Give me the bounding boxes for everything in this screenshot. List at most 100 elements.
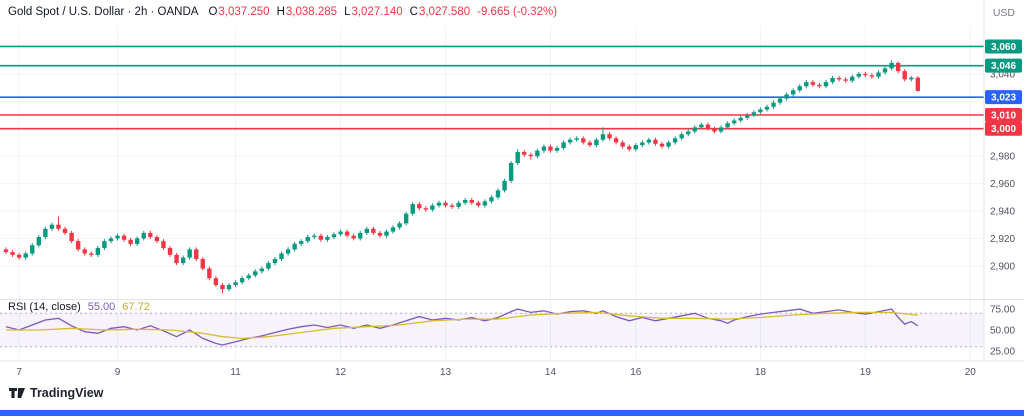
rsi-tick-label: 50.00 xyxy=(990,326,1015,337)
time-tick-label: 18 xyxy=(755,367,767,378)
candle-body xyxy=(456,202,461,207)
candle-body xyxy=(246,275,251,279)
candle-body xyxy=(390,227,396,232)
candle-body xyxy=(128,239,133,244)
candle-body xyxy=(666,142,671,147)
rsi-ma-value: 67.72 xyxy=(122,301,150,313)
candle-body xyxy=(75,241,81,250)
time-tick-label: 16 xyxy=(630,367,642,378)
candle-body xyxy=(213,278,219,286)
candle-body xyxy=(62,228,68,233)
candle-body xyxy=(850,76,855,81)
candle-body xyxy=(535,150,540,157)
candle-body xyxy=(528,154,533,157)
candle-body xyxy=(69,232,74,242)
candle-body xyxy=(607,134,612,139)
candle-body xyxy=(10,252,15,255)
candle-body xyxy=(620,142,625,147)
candle-body xyxy=(292,243,297,250)
candle-body xyxy=(49,224,55,229)
candle-body xyxy=(797,86,802,91)
tradingview-logo-icon xyxy=(9,388,25,398)
time-scale[interactable]: 7 9 11 12 13 14 16 18 19 20 xyxy=(0,361,1024,385)
candle-body xyxy=(895,62,901,72)
candle-body xyxy=(469,200,474,203)
svg-text:3,046: 3,046 xyxy=(991,61,1016,72)
candle-body xyxy=(804,82,809,87)
candle-body xyxy=(843,79,848,81)
price-tick-label: 2,940 xyxy=(990,206,1015,217)
candle-body xyxy=(351,235,356,239)
candle-body xyxy=(259,268,265,272)
time-tick-label: 11 xyxy=(230,367,241,378)
candle-body xyxy=(36,237,41,246)
close-label: C xyxy=(409,6,418,18)
candle-body xyxy=(574,138,579,140)
candle-body xyxy=(423,208,429,210)
scale-currency-label[interactable]: USD xyxy=(992,7,1015,19)
change-value: -9.665 (-0.32%) xyxy=(477,6,558,18)
candle-body xyxy=(777,98,783,103)
indicator-legend: RSI (14, close) 55.00 67.72 xyxy=(8,301,150,313)
candle-body xyxy=(272,258,278,264)
candle-body xyxy=(554,147,560,151)
price-tick-label: 3,040 xyxy=(990,69,1015,80)
candle-body xyxy=(725,123,730,128)
price-level-lines[interactable] xyxy=(0,45,984,130)
low-value: 3,027.140 xyxy=(351,6,403,18)
time-tick-label: 12 xyxy=(335,367,347,378)
candle-body xyxy=(882,68,888,73)
price-level-label: 3,000 xyxy=(985,121,1022,136)
ohlc-high: H3,038.285 xyxy=(277,6,337,18)
rsi-tick-label: 75.00 xyxy=(990,305,1015,316)
price-level-label: 3,010 xyxy=(985,108,1022,123)
candle-body xyxy=(836,77,842,80)
low-label: L xyxy=(344,6,351,18)
candle-body xyxy=(915,77,921,91)
candle-body xyxy=(331,234,337,238)
candle-body xyxy=(403,213,409,224)
candle-body xyxy=(23,253,28,258)
candle-body xyxy=(95,248,101,255)
candle-body xyxy=(43,228,48,238)
ohlc-values: O3,037.250 H3,038.285 L3,027.140 C3,027.… xyxy=(208,6,557,18)
candle-body xyxy=(613,138,619,143)
candle-body xyxy=(751,112,757,116)
candle-body xyxy=(253,271,258,276)
candle-body xyxy=(384,231,389,236)
candle-body xyxy=(338,231,343,235)
candle-body xyxy=(167,248,173,255)
candle-body xyxy=(141,232,146,239)
open-value: 3,037.250 xyxy=(218,6,270,18)
candle-body xyxy=(56,224,61,229)
candle-body xyxy=(784,94,789,99)
candle-body xyxy=(476,202,481,206)
candlestick-series xyxy=(3,60,921,294)
candle-body xyxy=(436,202,442,206)
candle-body xyxy=(417,204,422,209)
candle-body xyxy=(640,142,645,146)
candle-body xyxy=(305,237,310,242)
candle-body xyxy=(587,142,593,146)
symbol-title[interactable]: Gold Spot / U.S. Dollar · 2h · OANDA xyxy=(8,6,199,18)
candle-body xyxy=(430,205,435,210)
svg-text:3,023: 3,023 xyxy=(991,93,1016,104)
candle-body xyxy=(279,253,284,259)
candle-body xyxy=(791,90,796,95)
candle-body xyxy=(738,117,743,121)
price-scale[interactable]: 3,040 2,980 2,960 2,940 2,920 2,900 75.00 50.00… xyxy=(984,0,1024,361)
candle-body xyxy=(463,200,468,203)
candle-body xyxy=(902,71,907,80)
tradingview-logo-link[interactable]: TradingView xyxy=(9,386,103,400)
candle-body xyxy=(548,146,553,151)
svg-text:3,010: 3,010 xyxy=(991,111,1016,122)
candle-body xyxy=(3,249,9,253)
candle-body xyxy=(220,285,225,290)
indicator-title[interactable]: RSI (14, close) xyxy=(8,301,81,313)
candle-body xyxy=(266,263,271,269)
candle-body xyxy=(344,231,350,236)
svg-text:3,060: 3,060 xyxy=(991,42,1016,53)
candle-body xyxy=(823,82,829,87)
